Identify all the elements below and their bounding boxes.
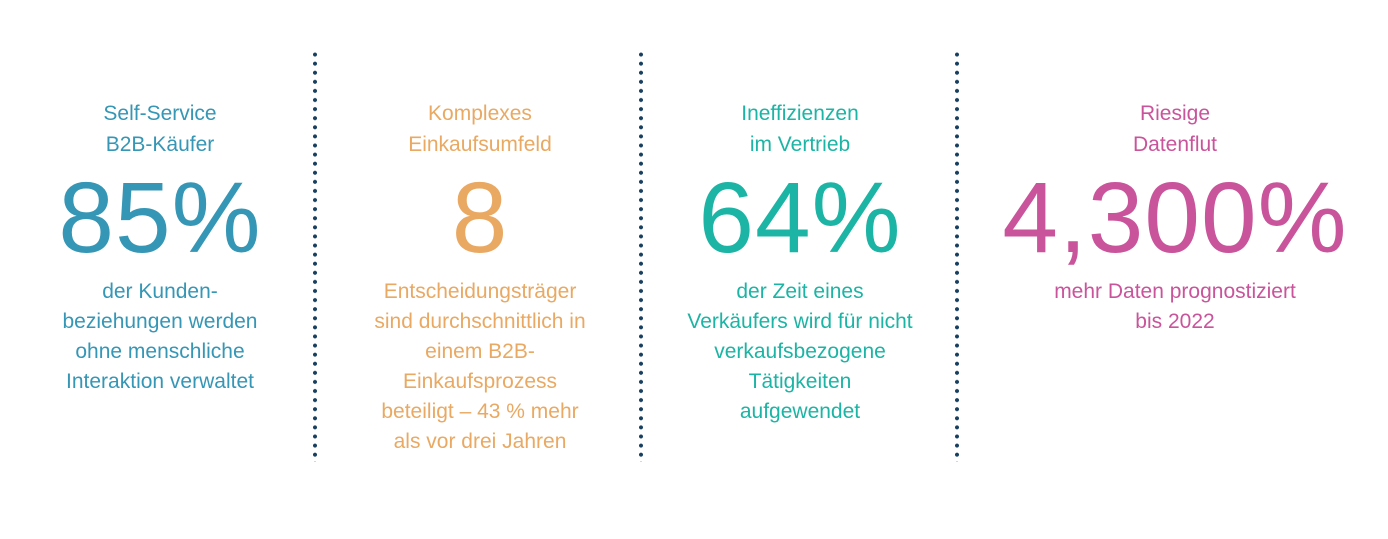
- heading-line: Ineffizienzen: [741, 102, 859, 125]
- stat-self-service-buyers: Self-Service B2B-Käufer 85% der Kunden- …: [20, 0, 300, 539]
- dotted-divider: [955, 50, 959, 462]
- description-line: Entscheidungsträger: [383, 280, 577, 303]
- stat-value: 4,300%: [1002, 162, 1348, 274]
- stat-description: mehr Daten prognostiziert bis 2022: [1010, 277, 1340, 337]
- stat-complex-buying-environment: Komplexes Einkaufsumfeld 8 Entscheidungs…: [340, 0, 620, 539]
- heading-line: Riesige: [1139, 102, 1211, 125]
- description-line: sind durchschnittlich in: [374, 310, 586, 333]
- heading-line: im Vertrieb: [749, 133, 851, 156]
- stat-description: Entscheidungsträger sind durchschnittlic…: [340, 277, 620, 457]
- dotted-divider: [313, 50, 317, 462]
- heading-line: Komplexes: [428, 102, 532, 125]
- heading-line: Self-Service: [103, 102, 217, 125]
- description-line: bis 2022: [1135, 310, 1215, 333]
- stat-description: der Zeit eines Verkäufers wird für nicht…: [650, 277, 950, 427]
- heading-line: B2B-Käufer: [105, 133, 215, 156]
- stat-description: der Kunden- beziehungen werden ohne mens…: [20, 277, 300, 397]
- heading-line: Einkaufsumfeld: [408, 133, 552, 156]
- description-line: beziehungen werden: [62, 310, 258, 333]
- stat-heading: Komplexes Einkaufsumfeld: [340, 98, 620, 160]
- description-line: Einkaufsprozess: [402, 370, 558, 393]
- description-line: der Kunden-: [102, 280, 218, 303]
- description-line: einem B2B-: [425, 340, 535, 363]
- description-line: Interaktion verwaltet: [66, 370, 254, 393]
- description-line: beteiligt – 43 % mehr: [381, 400, 579, 423]
- description-line: als vor drei Jahren: [393, 430, 567, 453]
- heading-line: Datenflut: [1132, 133, 1218, 156]
- stat-data-flood: Riesige Datenflut 4,300% mehr Daten prog…: [1002, 0, 1346, 539]
- stat-sales-inefficiency: Ineffizienzen im Vertrieb 64% der Zeit e…: [650, 0, 950, 539]
- stat-value: 85%: [58, 162, 262, 274]
- description-line: der Zeit eines: [736, 280, 864, 303]
- description-line: ohne menschliche: [75, 340, 245, 363]
- stat-heading: Ineffizienzen im Vertrieb: [650, 98, 950, 160]
- stat-heading: Riesige Datenflut: [1010, 98, 1340, 160]
- description-line: mehr Daten prognostiziert: [1054, 280, 1296, 303]
- description-line: Tätigkeiten: [748, 370, 852, 393]
- description-line: Verkäufers wird für nicht: [687, 310, 913, 333]
- dotted-divider: [639, 50, 643, 462]
- stat-value: 8: [451, 162, 509, 274]
- stat-heading: Self-Service B2B-Käufer: [20, 98, 300, 160]
- description-line: aufgewendet: [739, 400, 861, 423]
- stat-value: 64%: [698, 162, 902, 274]
- description-line: verkaufsbezogene: [714, 340, 886, 363]
